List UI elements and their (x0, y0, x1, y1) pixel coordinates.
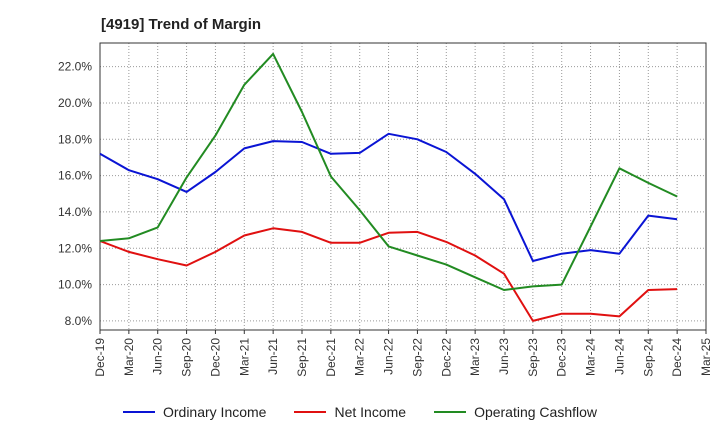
legend-swatch-net-income (294, 411, 327, 413)
x-tick-label: Dec-21 (324, 338, 338, 377)
x-tick-label: Jun-22 (382, 338, 396, 375)
x-tick-label: Mar-21 (237, 338, 251, 376)
y-tick-label: 8.0% (65, 314, 93, 328)
y-tick-label: 14.0% (58, 205, 92, 219)
x-tick-label: Mar-20 (122, 338, 136, 376)
x-tick-label: Mar-22 (353, 338, 367, 376)
series-line-ordinary-income (99, 132, 678, 262)
series-line-net-income (99, 227, 678, 322)
y-tick-label: 18.0% (58, 132, 92, 146)
x-tick-label: Dec-19 (93, 338, 107, 377)
chart-title: [4919] Trend of Margin (101, 16, 262, 33)
x-tick-label: Sep-22 (410, 338, 424, 377)
x-tick-label: Jun-24 (612, 338, 626, 375)
legend-item-ordinary-income: Ordinary Income (122, 404, 267, 420)
legend-label-ordinary-income: Ordinary Income (162, 404, 267, 420)
x-tick-label: Mar-23 (468, 338, 482, 376)
series-line-operating-cashflow (99, 52, 678, 291)
legend-label-operating-cashflow: Operating Cashflow (474, 404, 598, 420)
y-tick-label: 10.0% (58, 278, 92, 292)
x-tick-label: Sep-24 (641, 338, 655, 377)
legend-label-net-income: Net Income (334, 404, 407, 420)
x-tick-label: Mar-24 (584, 338, 598, 376)
x-tick-label: Dec-22 (439, 338, 453, 377)
x-tick-label: Sep-20 (180, 338, 194, 377)
plot-border (99, 42, 707, 331)
legend-swatch-operating-cashflow (434, 411, 467, 413)
legend-item-net-income: Net Income (294, 404, 406, 420)
legend-item-operating-cashflow: Operating Cashflow (434, 404, 597, 420)
x-tick-label: Dec-20 (208, 338, 222, 377)
x-tick-label: Jun-20 (151, 338, 165, 375)
x-tick-label: Dec-23 (555, 338, 569, 377)
y-tick-label: 20.0% (58, 96, 92, 110)
x-tick-label: Sep-23 (526, 338, 540, 377)
x-tick-label: Sep-21 (295, 338, 309, 377)
legend: Ordinary Income Net Income Operating Cas… (0, 404, 720, 420)
x-tick-label: Dec-24 (670, 338, 684, 377)
y-tick-label: 16.0% (58, 169, 92, 183)
legend-swatch-ordinary-income (122, 411, 155, 413)
x-tick-label: Jun-21 (266, 338, 280, 375)
x-tick-label: Jun-23 (497, 338, 511, 375)
y-tick-label: 22.0% (58, 60, 92, 74)
y-tick-label: 12.0% (58, 241, 92, 255)
x-tick-label: Mar-25 (699, 338, 713, 376)
